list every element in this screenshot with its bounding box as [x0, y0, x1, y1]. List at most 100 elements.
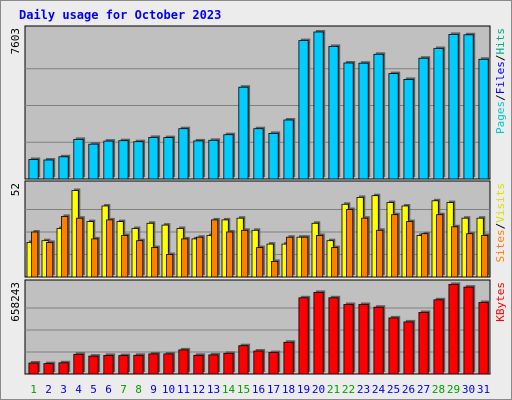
- bar-sites-day-16: [256, 247, 264, 278]
- bar-hits-day-3: [58, 156, 69, 180]
- day-label: 16: [252, 383, 265, 396]
- bar-kbytes-day-12: [193, 354, 204, 375]
- day-label: 9: [150, 383, 157, 396]
- day-label: 23: [357, 383, 370, 396]
- bar-sites-day-2: [46, 241, 54, 278]
- bar-kbytes-day-6: [103, 354, 114, 375]
- day-label: 19: [297, 383, 310, 396]
- day-label: 4: [75, 383, 82, 396]
- day-label: 10: [162, 383, 175, 396]
- day-label: 6: [105, 383, 112, 396]
- bar-hits-day-17: [268, 132, 279, 180]
- bar-hits-day-9: [148, 136, 159, 180]
- legend-separator: /: [494, 223, 507, 230]
- bar-sites-day-6: [106, 219, 114, 278]
- bar-hits-day-20: [313, 31, 324, 180]
- bar-kbytes-day-11: [178, 349, 189, 375]
- day-label: 17: [267, 383, 280, 396]
- bar-sites-day-27: [421, 233, 429, 278]
- bar-kbytes-day-22: [343, 304, 354, 375]
- bar-hits-day-26: [403, 79, 414, 180]
- day-label: 11: [177, 383, 190, 396]
- legend-separator: /: [494, 55, 507, 62]
- bar-kbytes-day-26: [403, 321, 414, 375]
- day-label: 27: [417, 383, 430, 396]
- legend-kbytes: KBytes: [494, 282, 507, 322]
- bar-sites-day-1: [31, 231, 39, 278]
- bar-sites-day-14: [226, 231, 234, 278]
- day-label: 14: [222, 383, 236, 396]
- day-label: 18: [282, 383, 295, 396]
- day-label: 31: [477, 383, 490, 396]
- bar-kbytes-day-18: [283, 341, 294, 375]
- bar-kbytes-day-15: [238, 345, 249, 375]
- y-max-label: 52: [9, 183, 22, 196]
- bar-sites-day-28: [436, 214, 444, 278]
- bar-hits-day-7: [118, 140, 129, 180]
- bar-visits-day-17: [266, 243, 274, 278]
- chart-title: Daily usage for October 2023: [19, 8, 221, 22]
- day-label: 13: [207, 383, 220, 396]
- bar-sites-day-20: [316, 235, 324, 278]
- bar-sites-day-19: [301, 236, 309, 278]
- bar-sites-day-25: [391, 214, 399, 278]
- legend-sites-visits: Sites/Visits: [494, 183, 507, 263]
- bar-hits-day-18: [283, 119, 294, 180]
- bar-kbytes-day-7: [118, 355, 129, 375]
- day-label: 25: [387, 383, 400, 396]
- legend-separator: /: [494, 94, 507, 101]
- x-axis-labels: 1 2 3 4 5 6 7 8 9 10 11 12 13 14 15 16 17 18 19 20 21 22 23 24 2…: [30, 383, 490, 396]
- panel-sites-visits: 52 Sites/Visits: [9, 180, 507, 278]
- legend-entry-pages: Pages: [494, 101, 507, 134]
- bar-sites-day-7: [121, 235, 129, 278]
- legend-entry-sites: Sites: [494, 229, 507, 262]
- bar-hits-day-19: [298, 40, 309, 180]
- bar-hits-day-6: [103, 140, 114, 180]
- bar-kbytes-day-1: [28, 362, 39, 375]
- bar-kbytes-day-25: [388, 317, 399, 375]
- bar-sites-day-4: [76, 217, 84, 278]
- bar-sites-day-18: [286, 236, 294, 278]
- bar-hits-day-10: [163, 137, 174, 180]
- bar-sites-day-24: [376, 229, 384, 278]
- bar-hits-day-25: [388, 73, 399, 180]
- day-label: 15: [237, 383, 250, 396]
- day-label: 1: [30, 383, 37, 396]
- bar-kbytes-day-4: [73, 353, 84, 375]
- y-max-label: 658243: [9, 282, 22, 322]
- day-label: 8: [135, 383, 142, 396]
- bar-kbytes-day-2: [43, 363, 54, 375]
- day-label: 5: [90, 383, 97, 396]
- bar-kbytes-day-31: [478, 302, 489, 375]
- bar-kbytes-day-30: [463, 286, 474, 375]
- bar-sites-day-11: [181, 238, 189, 278]
- bar-sites-day-23: [361, 217, 369, 278]
- bar-kbytes-day-24: [373, 306, 384, 375]
- bar-sites-day-10: [166, 254, 174, 278]
- day-label: 2: [45, 383, 52, 396]
- bar-hits-day-29: [448, 34, 459, 180]
- bar-hits-day-4: [73, 138, 84, 180]
- day-label: 24: [372, 383, 386, 396]
- bar-hits-day-1: [28, 159, 39, 180]
- bar-kbytes-day-5: [88, 355, 99, 375]
- day-label: 20: [312, 383, 325, 396]
- bar-hits-day-13: [208, 139, 219, 180]
- bar-kbytes-day-8: [133, 354, 144, 375]
- bar-hits-day-24: [373, 53, 384, 180]
- bar-sites-day-5: [91, 238, 99, 278]
- day-label: 28: [432, 383, 445, 396]
- bar-sites-day-15: [241, 229, 249, 278]
- bar-hits-day-8: [133, 141, 144, 180]
- bar-sites-day-29: [451, 226, 459, 278]
- bar-kbytes-day-19: [298, 297, 309, 375]
- legend-entry-hits: Hits: [494, 28, 507, 55]
- day-label: 21: [327, 383, 340, 396]
- bar-sites-day-9: [151, 247, 159, 278]
- bar-kbytes-day-10: [163, 353, 174, 375]
- bar-visits-day-10: [161, 224, 169, 278]
- bar-sites-day-8: [136, 240, 144, 278]
- bar-hits-day-31: [478, 58, 489, 180]
